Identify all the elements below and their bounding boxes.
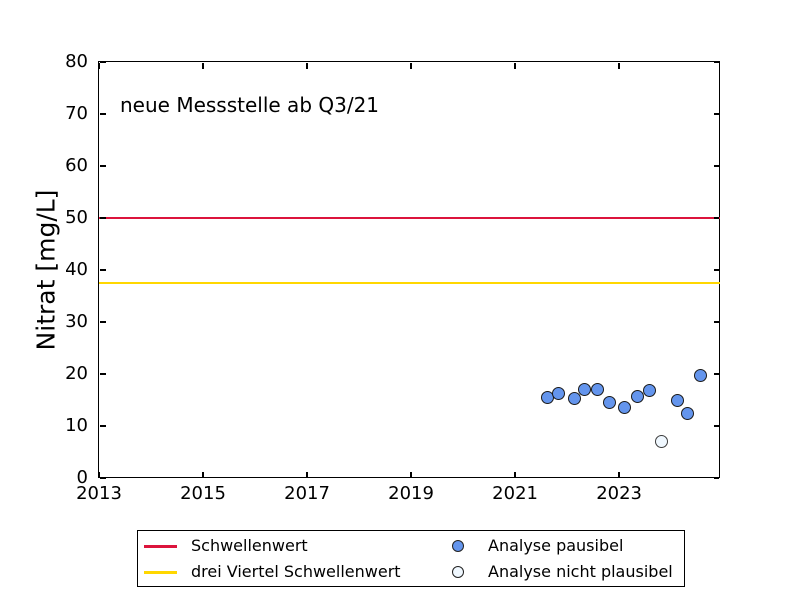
y-tick — [100, 61, 106, 63]
legend-item-schwellenwert: Schwellenwert — [138, 533, 438, 559]
y-tick-right — [713, 425, 719, 427]
data-point — [671, 393, 685, 407]
data-point — [681, 407, 695, 421]
x-tick-top — [306, 63, 308, 69]
x-tick — [618, 471, 620, 477]
y-tick-right — [713, 477, 719, 479]
y-tick — [100, 321, 106, 323]
x-tick-label: 2019 — [388, 483, 434, 504]
x-tick-top — [202, 63, 204, 69]
x-tick-top — [618, 63, 620, 69]
legend-filled-circle-icon — [452, 540, 464, 552]
y-tick-label: 10 — [65, 415, 88, 436]
y-tick — [100, 269, 106, 271]
plot-annotation: neue Messstelle ab Q3/21 — [120, 93, 380, 117]
y-tick-label: 80 — [65, 51, 88, 72]
data-point-open — [654, 434, 668, 448]
y-tick — [100, 165, 106, 167]
y-tick-right — [713, 321, 719, 323]
y-tick — [100, 217, 106, 219]
x-tick-top — [98, 63, 100, 69]
data-point — [567, 391, 581, 405]
x-tick — [202, 471, 204, 477]
legend-yellow-line-swatch — [144, 571, 177, 574]
data-point — [643, 384, 657, 398]
legend-label: Schwellenwert — [191, 536, 308, 555]
legend-open-circle-icon — [452, 566, 464, 578]
y-tick-right — [713, 217, 719, 219]
threshold-line — [99, 281, 720, 285]
y-tick-label: 50 — [65, 207, 88, 228]
x-tick-label: 2015 — [180, 483, 226, 504]
y-tick-label: 40 — [65, 259, 88, 280]
legend-item-analyse-nicht-plausibel: Analyse nicht plausibel — [138, 559, 686, 585]
legend-label: Analyse nicht plausibel — [488, 562, 673, 581]
legend-box: Schwellenwert drei Viertel Schwellenwert… — [137, 530, 685, 587]
y-tick-right — [713, 61, 719, 63]
legend-label: drei Viertel Schwellenwert — [191, 562, 401, 581]
y-tick-label: 30 — [65, 311, 88, 332]
y-tick-right — [713, 373, 719, 375]
x-tick-label: 2013 — [76, 483, 122, 504]
y-tick — [100, 425, 106, 427]
data-point — [630, 389, 644, 403]
y-tick — [100, 373, 106, 375]
x-tick — [410, 471, 412, 477]
y-tick-label: 20 — [65, 363, 88, 384]
data-point — [618, 400, 632, 414]
y-tick-right — [713, 113, 719, 115]
y-tick-right — [713, 269, 719, 271]
y-tick — [100, 477, 106, 479]
legend-item-drei-viertel-schwellenwert: drei Viertel Schwellenwert — [138, 559, 438, 585]
legend-red-line-swatch — [144, 545, 177, 548]
y-tick-label: 70 — [65, 103, 88, 124]
legend-label: Analyse pausibel — [488, 536, 624, 555]
data-point — [591, 383, 605, 397]
legend-item-analyse-pausibel: Analyse pausibel — [138, 533, 686, 559]
y-tick — [100, 113, 106, 115]
y-tick-label: 0 — [76, 467, 88, 488]
x-tick-top — [514, 63, 516, 69]
x-tick-label: 2021 — [492, 483, 538, 504]
data-point — [552, 387, 566, 401]
plot-area — [98, 61, 720, 478]
x-tick-label: 2023 — [596, 483, 642, 504]
data-point — [602, 395, 616, 409]
x-tick-top — [410, 63, 412, 69]
x-tick-label: 2017 — [284, 483, 330, 504]
threshold-line — [99, 216, 720, 220]
data-point — [578, 382, 592, 396]
x-tick — [306, 471, 308, 477]
data-point — [693, 369, 707, 383]
y-tick-right — [713, 165, 719, 167]
y-tick-label: 60 — [65, 155, 88, 176]
x-tick — [98, 471, 100, 477]
x-tick — [514, 471, 516, 477]
